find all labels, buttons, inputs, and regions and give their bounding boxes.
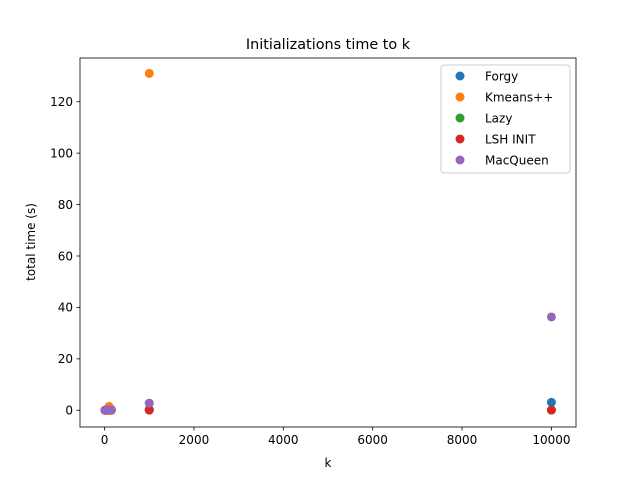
- legend-label: MacQueen: [485, 153, 549, 167]
- data-point-macqueen: [546, 312, 556, 322]
- chart-title: Initializations time to k: [246, 37, 411, 53]
- y-tick-label: 80: [58, 198, 73, 212]
- legend-marker: [455, 134, 465, 144]
- y-tick-label: 20: [58, 352, 73, 366]
- legend-label: LSH INIT: [485, 132, 536, 146]
- y-tick-label: 40: [58, 301, 73, 315]
- legend: Forgy Kmeans++ Lazy LSH INIT MacQueen: [440, 64, 571, 174]
- legend-marker: [455, 113, 465, 123]
- x-tick-label: 0: [101, 433, 109, 447]
- x-tick-label: 8000: [447, 433, 478, 447]
- data-point-macqueen: [144, 398, 154, 408]
- x-tick-label: 2000: [179, 433, 210, 447]
- y-axis-label: total time (s): [24, 203, 38, 281]
- x-axis-label: k: [325, 456, 332, 470]
- data-point-forgy: [546, 397, 556, 407]
- data-point-lsh-init: [546, 405, 556, 415]
- data-point-kmeans: [144, 68, 154, 78]
- data-point-lsh-init: [144, 405, 154, 415]
- plot-frame: [79, 57, 577, 428]
- x-tick-label: 6000: [357, 433, 388, 447]
- legend-box: [440, 64, 571, 174]
- x-axis: 0 2000 4000 6000 8000 10000: [101, 427, 571, 447]
- legend-label: Forgy: [485, 69, 518, 83]
- legend-label: Kmeans++: [485, 90, 553, 104]
- data-points: [100, 68, 556, 415]
- legend-marker: [455, 71, 465, 81]
- legend-marker: [455, 155, 465, 165]
- y-tick-label: 0: [65, 404, 73, 418]
- y-axis: 0 20 40 60 80 100 120: [50, 95, 80, 418]
- y-tick-label: 120: [50, 95, 73, 109]
- x-tick-label: 10000: [532, 433, 570, 447]
- data-point-macqueen: [106, 405, 116, 415]
- y-tick-label: 100: [50, 146, 73, 160]
- x-tick-label: 4000: [268, 433, 299, 447]
- legend-marker: [455, 92, 465, 102]
- y-tick-label: 60: [58, 249, 73, 263]
- legend-label: Lazy: [485, 111, 512, 125]
